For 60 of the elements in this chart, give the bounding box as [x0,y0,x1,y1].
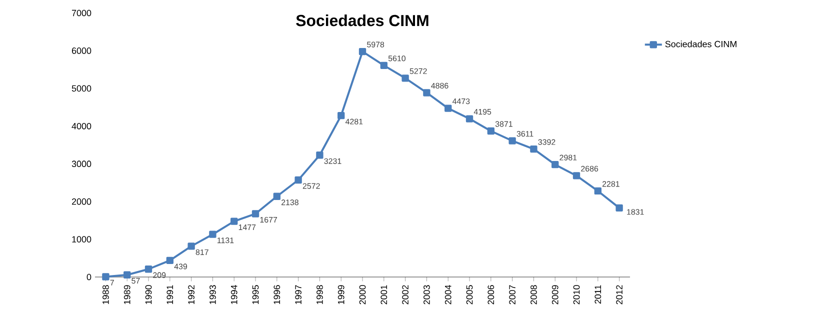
y-tick-label: 3000 [72,160,92,168]
chart-title: Sociedades CINM [296,14,428,26]
point [230,218,238,225]
point [444,104,452,112]
x-tick-label: 1998 [316,285,323,304]
point [144,266,152,273]
point [166,256,174,264]
x-tick-label: 1988 [102,285,109,304]
y-tick-label: 5000 [72,85,92,92]
x-tick-label: 2007 [509,285,516,304]
x-tick-label: 1996 [274,285,280,304]
point [466,115,474,122]
x-tick-label: 2000 [359,285,366,304]
point [252,210,260,218]
point [530,145,538,153]
point [402,74,409,82]
point [273,192,280,200]
x-tick-label: 1995 [252,285,259,304]
y-tick-label: 4000 [72,122,92,130]
x-tick-label: 2005 [466,285,473,304]
x-tick-label: 2002 [402,285,408,304]
point [209,230,216,238]
point [188,242,195,250]
y-tick-label: 1000 [72,236,92,242]
y-tick-label: 6000 [72,48,92,54]
x-tick-label: 1989 [124,285,130,304]
point [294,176,302,184]
x-tick-label: 1999 [338,285,344,304]
y-tick-label: 2000 [72,198,92,205]
point [594,187,602,195]
point [338,112,345,120]
legend-label: Sociedades CINM [665,40,736,48]
x-tick-label: 1990 [145,285,152,304]
point [552,160,559,168]
x-tick-label: 2009 [552,285,558,304]
x-tick-label: 1997 [295,285,302,304]
x-tick-label: 2010 [573,285,580,304]
x-tick-label: 2012 [616,285,622,304]
y-tick-label: 7000 [72,10,92,16]
point [102,273,110,280]
point [358,48,366,56]
x-tick-label: 1994 [230,285,238,304]
x-tick-label: 2006 [488,285,494,304]
point [616,204,623,212]
x-tick-label: 2001 [380,285,388,304]
x-tick-label: 2011 [594,285,602,304]
x-tick-label: 2003 [424,285,430,304]
x-tick-label: 2004 [444,285,452,304]
point [487,127,494,135]
x-tick-label: 2008 [530,285,537,304]
point [423,89,430,96]
point [380,62,388,70]
y-tick-label: 0 [86,274,92,280]
x-tick-label: 1993 [210,285,216,304]
point [508,137,516,144]
point [316,152,324,159]
point [124,271,131,278]
point [572,172,580,180]
x-tick-label: 1991 [166,285,174,304]
x-tick-label: 1992 [188,285,194,304]
